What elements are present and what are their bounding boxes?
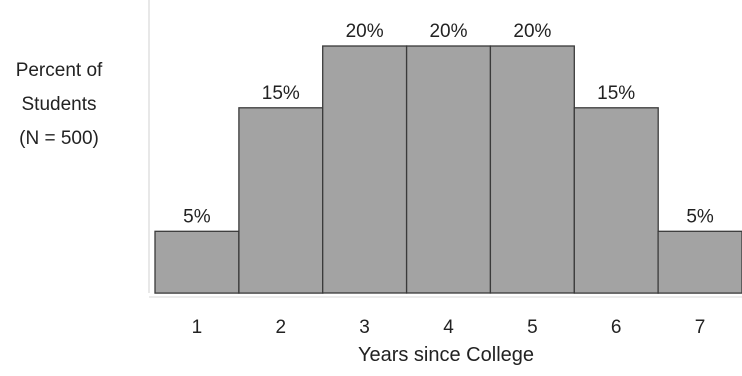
x-tick-label-1: 1	[192, 317, 203, 338]
data-label-2: 15%	[262, 83, 300, 104]
data-label-3: 20%	[346, 21, 384, 42]
y-axis-label-line-1: Percent of	[15, 60, 103, 81]
data-label-6: 15%	[597, 83, 635, 104]
x-tick-label-7: 7	[695, 317, 706, 338]
bar-3	[322, 45, 408, 294]
y-axis-label-line-2: Students	[21, 94, 97, 115]
bar-4	[405, 45, 492, 294]
bar-5	[489, 45, 575, 294]
x-tick-label-3: 3	[359, 317, 370, 338]
data-label-7: 5%	[686, 206, 714, 227]
data-label-4: 20%	[429, 21, 467, 42]
data-label-1: 5%	[183, 206, 211, 227]
x-tick-label-4: 4	[443, 317, 454, 338]
bar-7	[657, 230, 742, 294]
bar-2	[238, 107, 324, 294]
y-axis-label-line-3: (N = 500)	[19, 128, 99, 149]
bar-6	[573, 107, 659, 294]
bar-1	[154, 230, 240, 294]
x-tick-label-5: 5	[527, 317, 538, 338]
y-axis-label: Percent of Students (N = 500)	[0, 54, 118, 156]
x-tick-label-6: 6	[611, 317, 622, 338]
x-tick-label-2: 2	[276, 317, 287, 338]
x-axis-label: Years since College	[357, 344, 535, 366]
data-label-5: 20%	[513, 21, 551, 42]
